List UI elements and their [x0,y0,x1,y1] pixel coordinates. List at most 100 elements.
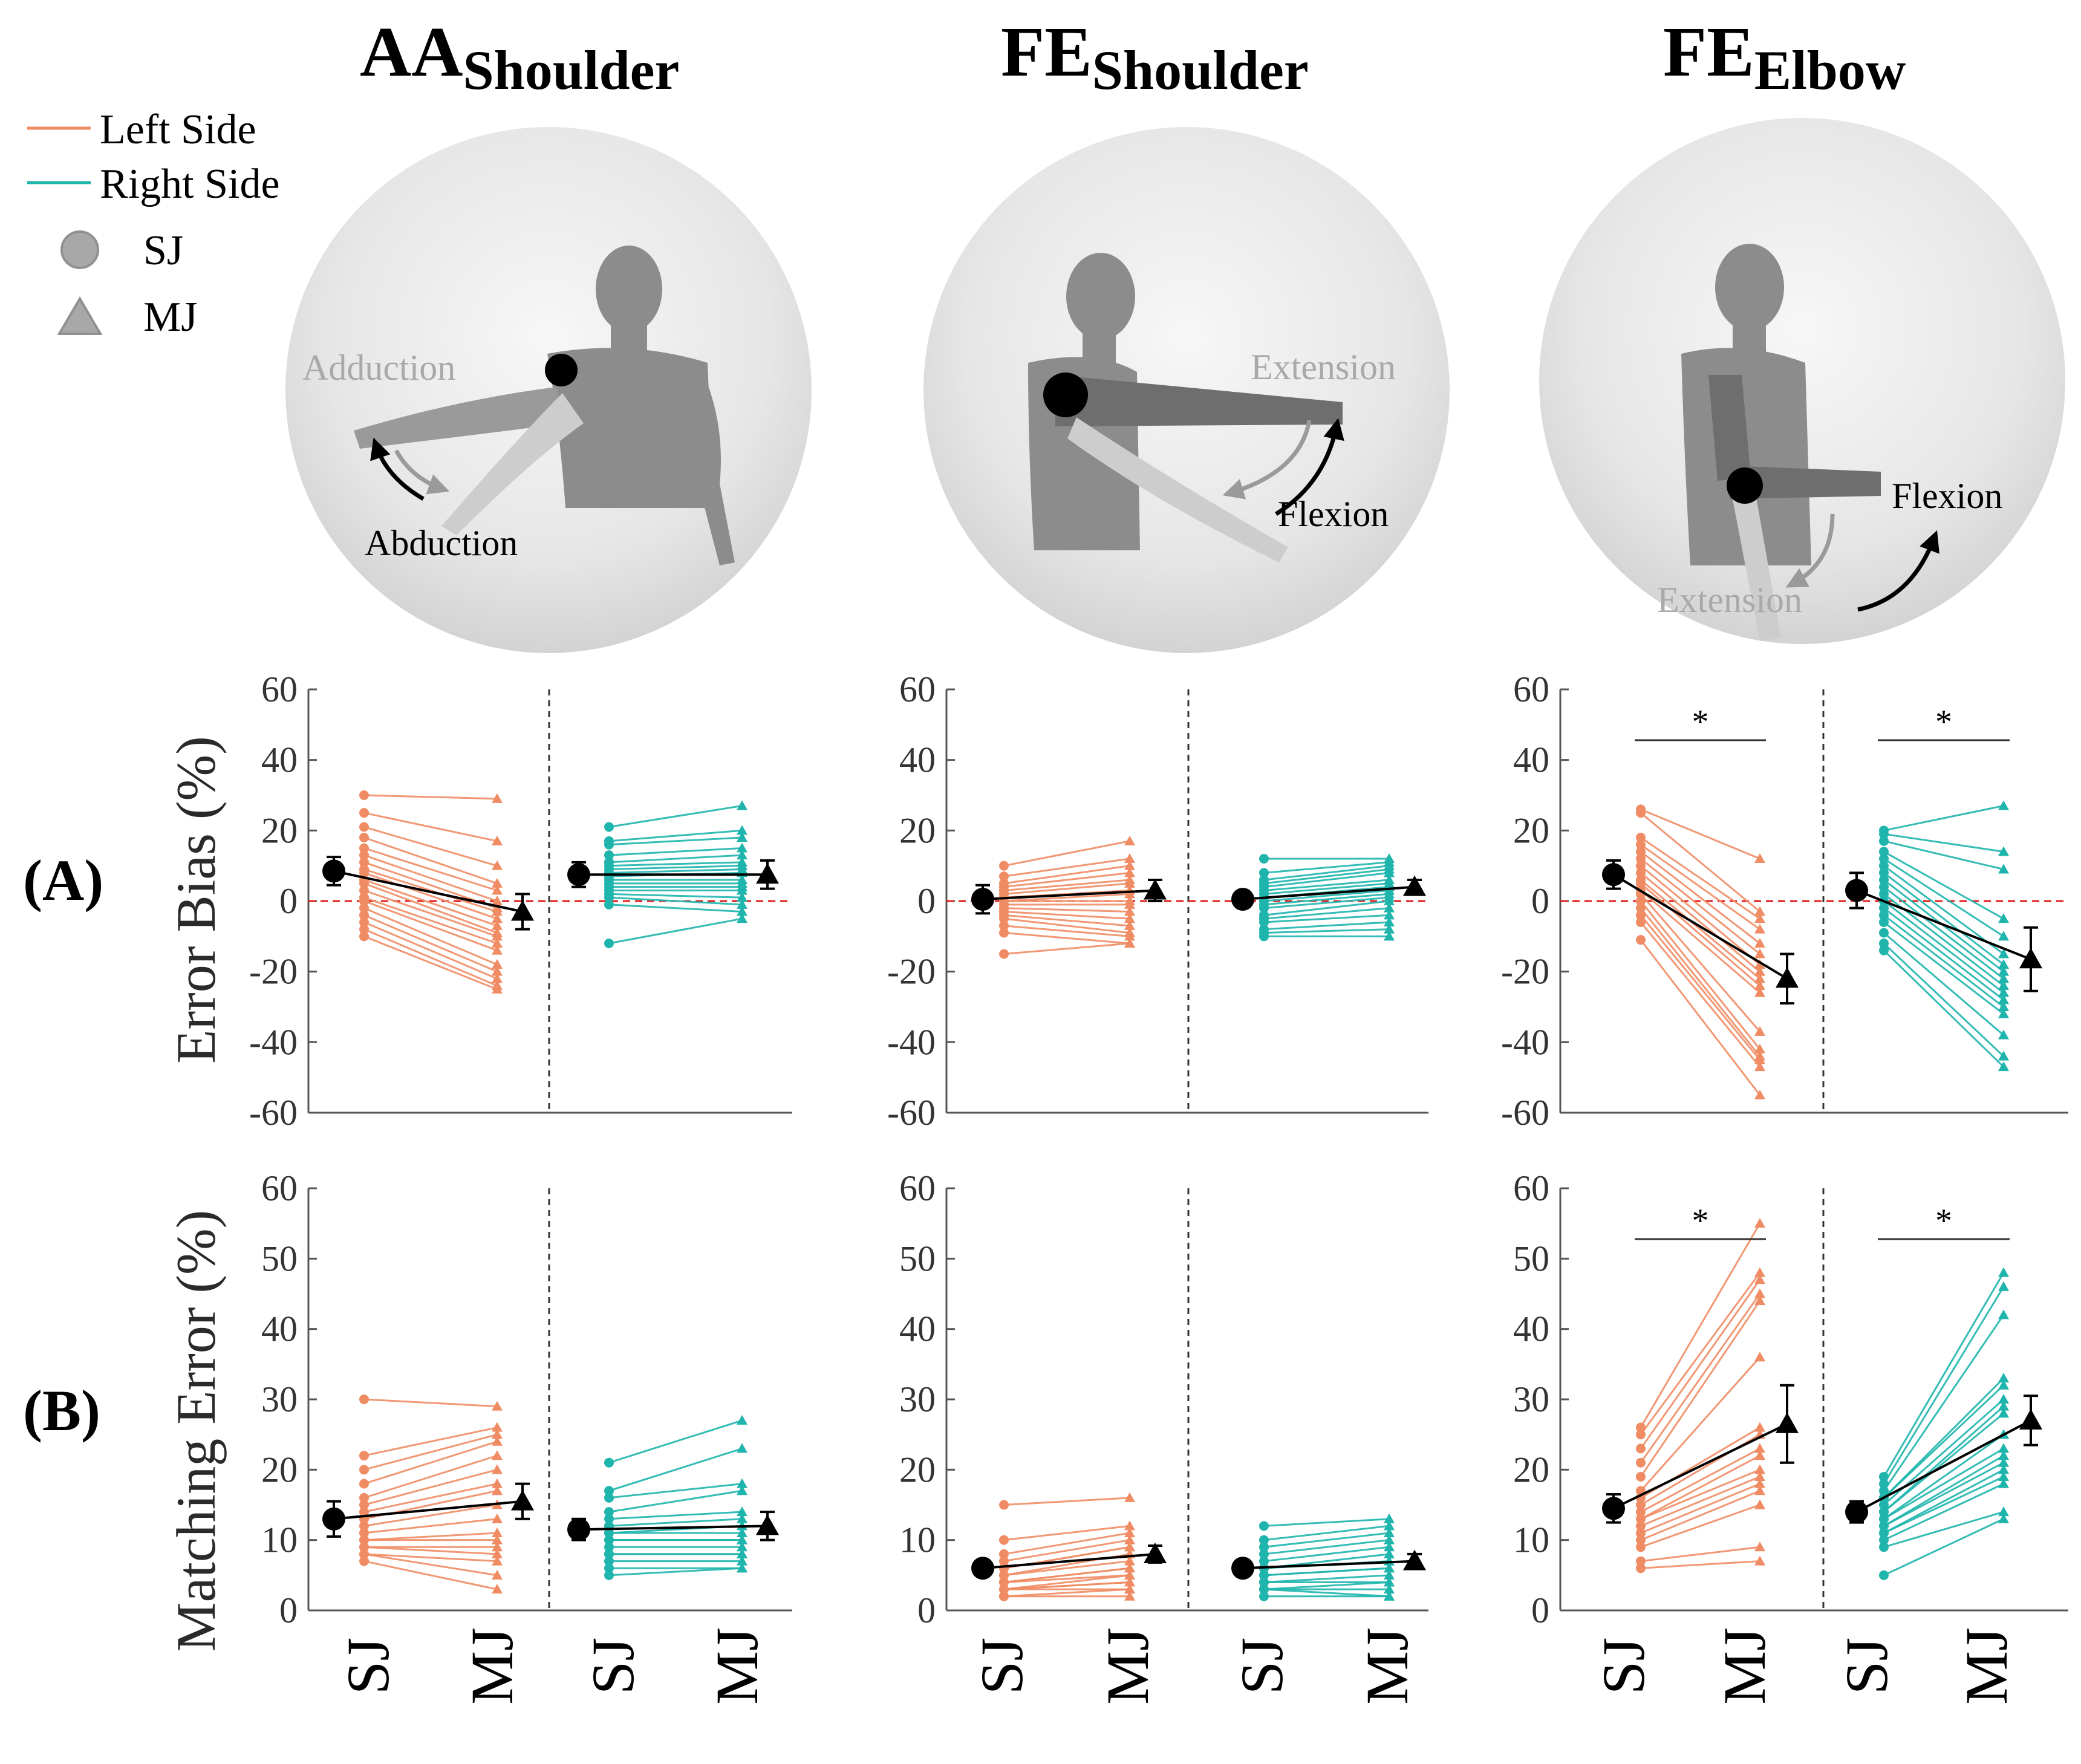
right-sj-point [1879,847,1889,857]
left-sj-point [359,843,369,853]
panel-a-aa-shoulder: 60 40 20 0 -20 -40 -60 [249,669,792,1133]
arm-extended-icon [1067,417,1288,562]
left-subject-line [1003,879,1130,891]
right-mj-point [737,892,747,902]
right-sj-point [604,1514,614,1524]
right-subject-line [1263,871,1390,888]
left-subject-line [1640,1560,1760,1569]
left-mj-point [492,1436,503,1446]
right-mj-point [1998,1478,2009,1488]
right-subject-line [1883,914,2004,1008]
y-tick-label: 60 [1513,669,1549,709]
left-mj-point [492,1513,503,1523]
right-mj-point [737,1513,747,1523]
left-subject-line [363,914,498,973]
right-mj-point [1998,994,2009,1004]
right-sj-point [1259,1591,1269,1601]
right-mj-point [1384,1541,1395,1552]
left-sj-point [1636,1457,1646,1468]
left-subject-line [363,1398,498,1408]
left-sj-point [1636,910,1646,920]
left-sj-point [999,861,1009,871]
left-sj-point [1636,1443,1646,1454]
left-sj-mean-marker [1602,1497,1625,1520]
left-sj-point [359,910,369,920]
category-label-mj: MJ [1953,1627,2020,1705]
legend-mj-triangle-icon [57,296,103,335]
right-subject-line [1883,1454,2004,1527]
legend-left-label: Left Side [100,106,256,153]
row-label-a: (A) [23,848,103,913]
left-subject-line [363,1504,498,1527]
right-subject-line [608,847,743,856]
legend: Left Side Right Side SJ MJ [27,106,280,340]
left-mj-point [1124,920,1135,930]
right-sj-point [1259,868,1269,878]
left-sj-point [999,1584,1009,1595]
left-sj-point [1636,847,1646,857]
left-subject-line [363,1546,498,1555]
right-subject-line [608,861,743,867]
right-subject-line [608,836,743,846]
left-mj-point [1754,966,1765,976]
extension-arrow-icon [1785,513,1835,588]
y-tick-label: 0 [279,881,298,921]
left-subject-line [363,868,498,913]
left-mj-point [1754,853,1765,863]
right-sj-point [604,893,614,903]
right-subject-line [1883,1462,2004,1527]
right-subject-line [1263,1539,1390,1555]
panel-a-fe-elbow: 60 40 20 0 -20 -40 -60 * * [1501,669,2068,1133]
right-mj-point [737,1528,747,1538]
right-mj-point [737,1506,747,1517]
right-subject-line [1883,1413,2004,1513]
left-sj-point [359,917,369,927]
category-label-mj: MJ [703,1627,770,1705]
flexion-label: Flexion [1278,494,1389,534]
y-tick-label: 50 [899,1238,936,1278]
left-subject-line [1640,1448,1760,1513]
right-subject-line [1883,833,2004,853]
right-sj-mean-marker [567,1518,590,1541]
left-subject-line [363,882,498,934]
left-mj-point [1124,1534,1135,1544]
left-subject-line [363,1454,498,1499]
left-subject-line [363,854,498,902]
y-tick-label: -60 [1501,1093,1549,1133]
left-subject-line [1640,1454,1760,1520]
right-subject-line [608,1448,743,1492]
left-sj-point [999,1535,1009,1545]
left-subject-line [363,847,498,891]
left-mj-point [492,835,503,845]
category-label-sj: SJ [1833,1638,1900,1695]
right-mj-point [1384,1584,1395,1594]
left-sj-point [359,1451,369,1461]
left-mj-point [492,885,503,895]
left-mj-point [1754,1054,1765,1064]
left-subject-line [1640,858,1760,955]
left-subject-line [1003,1532,1130,1555]
significance-star: * [1935,1202,1952,1240]
right-subject-line [1883,907,2004,1001]
right-sj-point [1879,1528,1889,1538]
right-mj-point [1998,1008,2009,1018]
left-subject-line [1640,907,1761,1057]
legend-mj-label: MJ [143,294,197,340]
right-subject-line [1263,890,1390,902]
left-mj-point [492,973,503,983]
right-subject-line [1883,1469,2004,1534]
left-subject-line [1003,942,1130,955]
left-mj-point [1124,1577,1135,1587]
y-tick-label: 0 [917,1590,936,1630]
left-mj-point [1754,1443,1765,1453]
right-sj-point [1879,889,1889,899]
right-mj-point [737,825,747,835]
y-tick-label: 40 [1513,1309,1549,1349]
left-mj-point [1124,1528,1135,1538]
left-sj-point [1636,1556,1646,1566]
left-subject-line [1640,1476,1760,1527]
left-mj-mean-marker [1776,1412,1799,1433]
extension-label: Extension [1657,580,1802,620]
y-tick-label: 0 [279,1590,298,1630]
